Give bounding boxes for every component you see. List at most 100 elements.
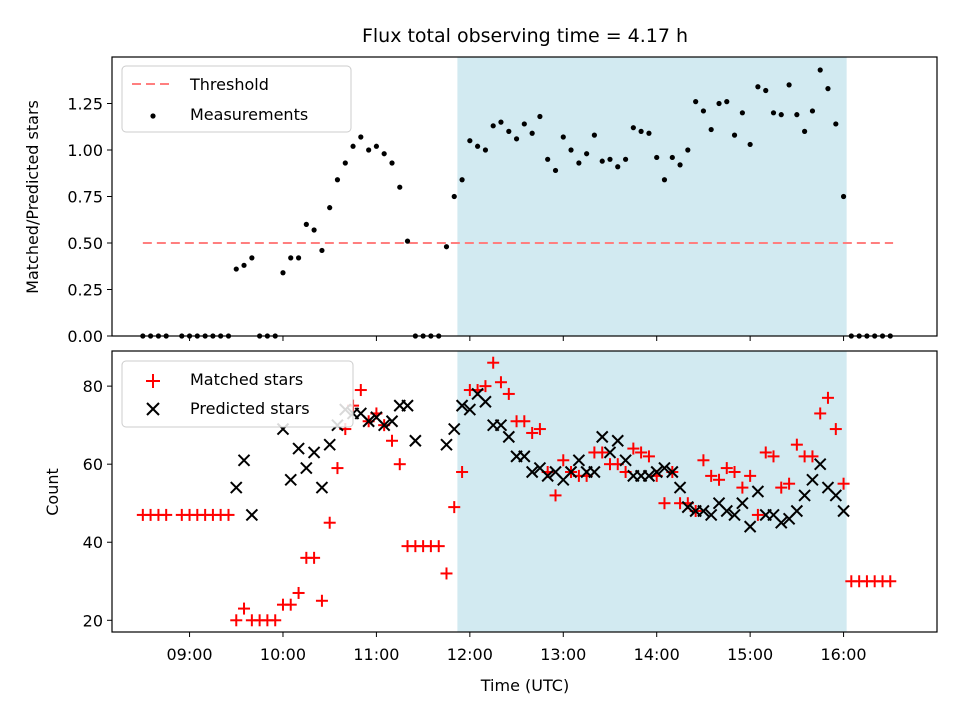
measurement-point	[638, 128, 644, 134]
matched-star-point	[596, 446, 609, 459]
predicted-star-point	[300, 461, 313, 475]
legend-predicted-swatch	[146, 402, 160, 416]
measurement-point	[747, 141, 753, 148]
measurement-point	[552, 167, 559, 174]
measurement-point	[249, 255, 255, 261]
predicted-star-point	[681, 500, 695, 514]
top-y-axis-label: Matched/Predicted stars	[23, 100, 42, 294]
measurement-point	[467, 138, 473, 144]
measurement-point	[529, 130, 535, 136]
predicted-star-point	[479, 395, 492, 408]
top-plot-frame	[111, 56, 938, 337]
measurement-point	[280, 270, 286, 276]
measurement-point	[389, 160, 395, 166]
predicted-star-point	[790, 504, 804, 518]
measurement-point	[311, 227, 317, 233]
top-y-tick-label: 1.00	[67, 141, 103, 160]
predicted-star-point	[650, 465, 663, 479]
matched-star-point	[627, 442, 640, 455]
legend-predicted-label: Predicted stars	[190, 399, 310, 418]
matched-star-point	[821, 391, 834, 404]
measurement-point	[630, 125, 636, 131]
matched-star-point	[284, 598, 297, 611]
predicted-star-point	[525, 465, 539, 479]
measurement-point	[537, 113, 543, 120]
x-tick-label: 13:00	[540, 645, 586, 664]
measurement-point	[693, 99, 699, 105]
x-tick-label: 09:00	[166, 645, 212, 664]
matched-star-point	[829, 423, 842, 436]
matched-star-point	[705, 469, 718, 482]
matched-star-point	[323, 516, 336, 529]
predicted-star-point	[704, 508, 718, 522]
top-y-ticks: 0.00 0.25 0.50 0.75 1.00 1.25	[67, 95, 112, 346]
matched-star-point	[557, 454, 570, 467]
measurement-point	[295, 255, 302, 261]
predicted-star-point	[409, 434, 422, 447]
matched-star-point	[775, 481, 788, 494]
top-shaded-region	[457, 57, 847, 336]
x-tick-label: 14:00	[634, 645, 680, 664]
matched-star-point	[518, 415, 531, 428]
top-y-tick-label: 0.75	[67, 188, 103, 207]
measurement-point	[459, 177, 465, 183]
measurement-point	[233, 266, 239, 272]
measurement-point	[591, 132, 597, 138]
matched-star-point	[308, 551, 321, 564]
matched-star-point	[533, 423, 546, 436]
measurement-point	[646, 130, 652, 136]
predicted-star-point	[642, 469, 656, 483]
measurement-point	[327, 205, 333, 211]
predicted-star-point	[658, 461, 671, 475]
matched-star-point	[658, 497, 671, 510]
legend-matched-label: Matched stars	[190, 370, 303, 389]
predicted-star-point	[829, 489, 843, 502]
bottom-shaded-region	[457, 351, 847, 632]
predicted-star-point	[230, 481, 243, 494]
measurement-point	[786, 82, 792, 88]
matched-star-point	[697, 454, 710, 467]
bottom-legend: Matched stars Predicted stars	[121, 360, 354, 428]
measurement-point	[661, 177, 668, 183]
measurement-point	[288, 255, 294, 261]
matched-star-point	[502, 387, 515, 400]
measurement-point	[599, 158, 605, 164]
measurement-point	[809, 108, 816, 114]
predicted-star-point	[588, 465, 601, 479]
matched-star-point	[269, 614, 282, 627]
measurement-point	[350, 143, 356, 149]
measurement-points	[140, 67, 893, 339]
matched-star-point	[720, 462, 733, 475]
predicted-star-point	[596, 430, 609, 444]
predicted-star-point	[673, 481, 687, 494]
measurement-point	[763, 87, 769, 94]
matched-star-point	[728, 465, 741, 478]
measurement-point	[498, 119, 504, 125]
predicted-star-point	[362, 415, 375, 428]
predicted-star-point	[751, 485, 765, 498]
measurement-point	[560, 134, 566, 140]
measurement-point	[840, 193, 847, 200]
measurement-point	[397, 184, 403, 190]
matched-star-point	[230, 614, 243, 627]
matched-star-point	[759, 446, 772, 459]
matched-star-point	[494, 376, 507, 389]
matched-star-point	[315, 594, 328, 607]
measurement-point	[358, 134, 364, 140]
bottom-panel: 09:00 10:00 11:00 12:00 13:00 14:00 15:00 16:00…	[43, 350, 938, 695]
top-legend: Threshold Measurements	[121, 65, 352, 133]
measurement-point	[366, 147, 372, 153]
x-tick-label: 12:00	[447, 645, 493, 664]
measurement-point	[334, 177, 341, 183]
matched-star-point	[549, 489, 562, 502]
bottom-y-tick-label: 20	[83, 611, 103, 630]
measurement-point	[584, 151, 590, 157]
matched-star-point	[783, 477, 796, 490]
predicted-star-point	[377, 418, 391, 432]
matched-star-point	[479, 380, 492, 393]
measurement-point	[303, 221, 309, 227]
top-y-tick-label: 1.25	[67, 95, 103, 114]
top-y-tick-label: 0.00	[67, 327, 103, 346]
matched-star-point	[526, 426, 539, 439]
